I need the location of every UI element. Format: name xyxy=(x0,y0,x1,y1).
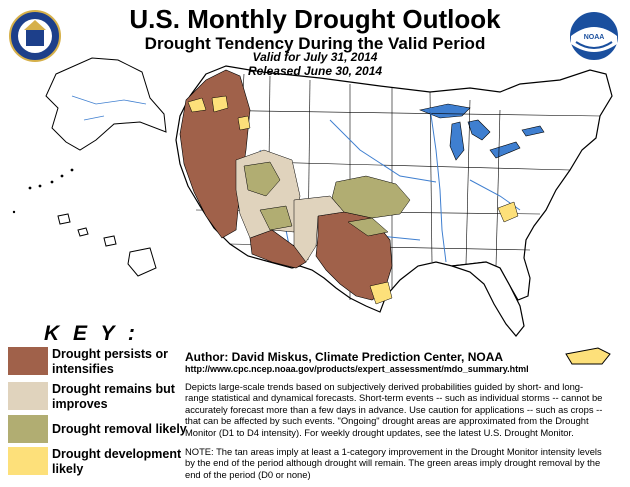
puerto-rico-outline xyxy=(565,347,611,365)
department-of-commerce-seal xyxy=(9,10,61,62)
page-subtitle: Drought Tendency During the Valid Period xyxy=(144,34,486,53)
key-label-improve-line2: improves xyxy=(52,397,108,411)
noaa-logo xyxy=(568,10,620,62)
source-url[interactable]: http://www.cpc.ncep.noaa.gov/products/ex… xyxy=(185,364,529,374)
key-label-improve: Drought remains but improves xyxy=(52,382,175,412)
key-swatch-improve xyxy=(8,382,48,410)
persist-west xyxy=(179,69,251,239)
development-tennessee xyxy=(497,201,519,223)
key-label-development: Drought development likely xyxy=(52,447,181,477)
description-text: Depicts large-scale trends based on subj… xyxy=(185,381,603,438)
removal-four-corners xyxy=(259,205,293,231)
development-northwest-2 xyxy=(211,95,229,113)
noaa-logo-text: NOAA xyxy=(584,34,605,41)
key-label-development-line2: likely xyxy=(52,462,84,476)
florida-outline xyxy=(451,261,525,337)
key-label-persist: Drought persists or intensifies xyxy=(52,347,168,377)
key-swatch-removal xyxy=(8,415,48,443)
persist-southwest xyxy=(249,229,307,269)
release-date: Released June 30, 2014 xyxy=(247,64,383,78)
removal-oklahoma xyxy=(347,217,389,237)
hawaii-islands xyxy=(57,213,157,277)
development-oregon xyxy=(237,115,251,131)
key-label-development-line1: Drought development xyxy=(52,447,182,461)
removal-central-plains xyxy=(331,175,411,219)
note-text: NOTE: The tan areas imply at least a 1-c… xyxy=(185,446,602,480)
key-swatch-development xyxy=(8,447,48,475)
key-label-removal-line1: Drought removal likely xyxy=(52,422,187,436)
great-lakes xyxy=(418,103,545,161)
key-title: K E Y : xyxy=(44,322,139,345)
author-credit: Author: David Miskus, Climate Prediction… xyxy=(185,350,504,364)
aleutian-islands xyxy=(12,168,74,214)
key-label-removal: Drought removal likely xyxy=(52,422,187,437)
alaska-rivers xyxy=(71,95,147,121)
key-label-persist-line1: Drought persists or xyxy=(52,347,168,361)
alaska-outline xyxy=(45,57,167,151)
key-label-improve-line1: Drought remains but xyxy=(52,382,175,396)
removal-northern-rockies xyxy=(243,161,281,197)
valid-date: Valid for July 31, 2014 xyxy=(252,50,378,64)
key-swatch-persist xyxy=(8,347,48,375)
page-title: U.S. Monthly Drought Outlook xyxy=(129,4,501,34)
development-texas xyxy=(369,281,393,305)
key-label-persist-line2: intensifies xyxy=(52,362,114,376)
development-northwest-1 xyxy=(187,97,207,113)
